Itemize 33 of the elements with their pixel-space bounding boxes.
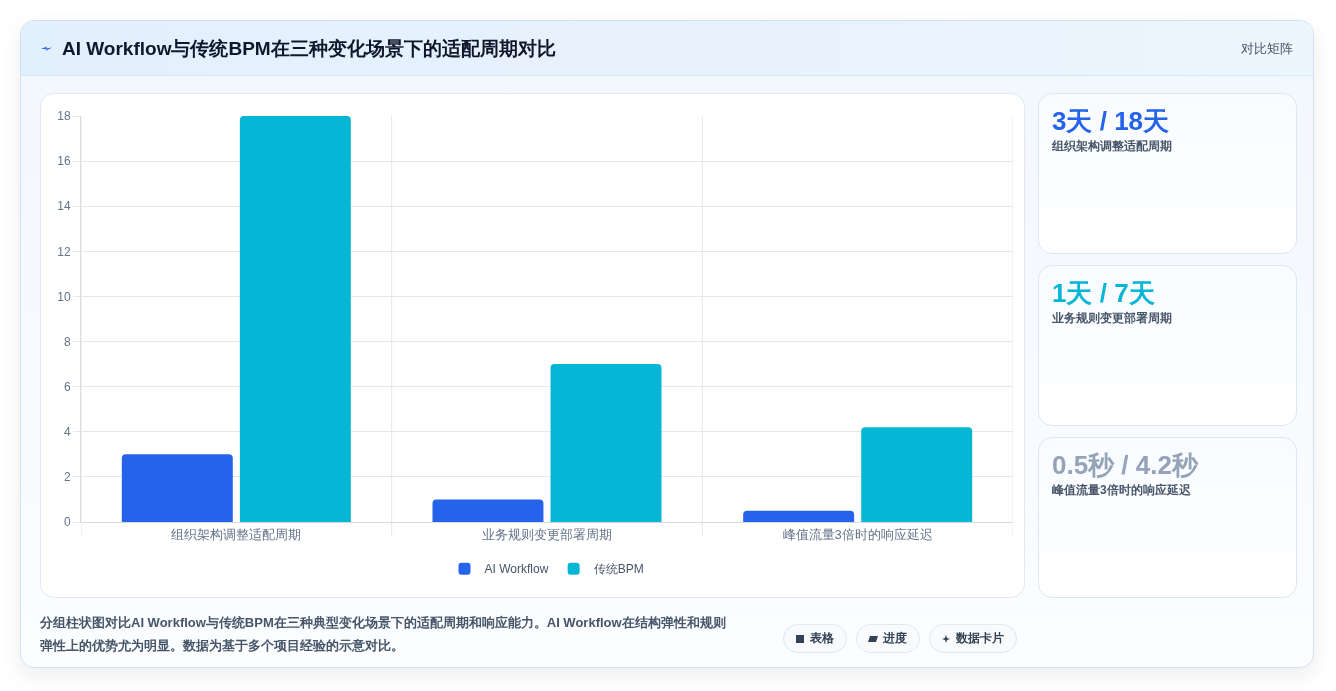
text: 组织架构调整适配周期 [1052,138,1172,155]
text: 对比矩阵 [1241,40,1293,58]
y-tick-label: 6 [63,379,71,394]
text: 业务规则变更部署周期 [1052,310,1172,327]
bar [743,510,855,522]
text: 进度 [883,630,907,647]
chart-title: AI Workflow与传统BPM在三种变化场景下的适配周期对比 [62,37,556,61]
text: 0.5秒 / 4.2秒 [1052,449,1198,482]
y-tick-label: 2 [63,470,71,485]
y-tick-label: 14 [57,199,71,214]
text: 3天 / 18天 [1052,105,1170,138]
legend-label: AI Workflow [484,562,549,577]
text: 数据卡片 [956,630,1004,647]
x-tick-label: 组织架构调整适配周期 [171,526,302,542]
x-tick-label: 峰值流量3倍时的响应延迟 [782,526,933,542]
bar [239,116,351,522]
text: 表格 [810,630,834,647]
text: 1天 / 7天 [1052,277,1155,310]
y-tick-label: 12 [57,244,71,259]
bar [550,364,662,522]
y-tick-label: 8 [63,334,71,349]
y-tick-label: 4 [63,424,71,439]
y-tick-label: 10 [57,289,71,304]
bar [121,454,233,522]
y-tick-label: 0 [63,515,71,530]
legend-label: 传统BPM [593,562,644,577]
bar [861,427,973,522]
y-tick-label: 16 [57,154,71,169]
x-tick-label: 业务规则变更部署周期 [482,526,612,542]
bar [432,499,544,522]
y-tick-label: 18 [57,109,71,124]
text: 分组柱状图对比AI Workflow与传统BPM在三种典型变化场景下的适配周期和响应能力。AI Workflow在结构弹性和规则弹性上的优势尤为明显。数据为基于多个项目经验的示意对比。 [40,614,727,655]
text: 峰值流量3倍时的响应延迟 [1052,482,1191,499]
